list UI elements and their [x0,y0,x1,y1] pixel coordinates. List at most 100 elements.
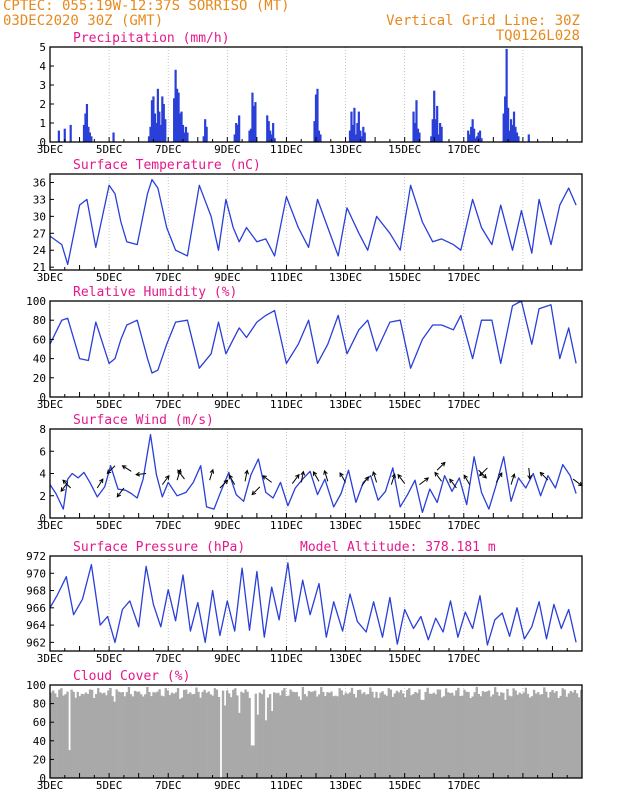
cloud-bar [193,693,196,778]
cloud-bar [520,693,523,778]
wind-arrow [419,477,429,486]
cloud-bar [541,694,544,778]
precip-bar [152,96,155,142]
x-tick-label: 5DEC [96,779,123,792]
precip-bar [248,130,251,142]
cloud-bar [146,687,149,778]
cloud-bar [289,689,292,778]
panel-4: Surface Wind (m/s) 0 2 4 6 8 3DEC 5DEC 7DEC 9DEC 1… [37,413,583,532]
cloud-bar [498,695,501,778]
series-line [49,433,577,514]
precip-bar [467,130,470,142]
precip-bar [527,134,530,142]
precip-bar [159,124,162,142]
cloud-bar [446,692,450,778]
y-tick-label: 20 [33,372,46,385]
cloud-bar [189,692,192,778]
cloud-bar [256,714,260,778]
wind-arrow [434,472,443,482]
wind-arrow [436,462,446,471]
y-tick-label: 33 [33,193,46,206]
wind-arrow-head [539,471,545,477]
cloud-bar [199,697,202,778]
precip-bar [359,130,362,142]
cloud-bar [174,692,178,778]
cloud-bar [125,692,129,778]
wind-arrow [313,471,320,482]
wind-arrow [300,471,304,483]
wind-arrow-head [251,490,257,496]
cloud-bar [459,696,462,778]
cloud-bar [469,698,472,778]
cloud-bar [217,696,221,778]
precip-bar [147,136,151,142]
precip-bar [177,92,180,142]
cloud-bar [95,694,98,778]
wind-arrow [177,469,185,480]
cloud-bar [399,690,403,778]
y-tick-label: 40 [33,353,46,366]
cloud-bar [297,696,300,778]
cloud-bar [260,694,264,778]
cloud-bar [234,688,237,778]
precip-bar [69,124,72,142]
precip-bar [412,111,415,142]
cloud-bar [461,695,464,778]
cloud-bar [113,701,116,778]
y-tick-label: 5 [39,41,46,54]
wind-arrow [161,475,170,485]
cloud-bar [381,691,384,778]
wind-arrow-head [223,479,229,485]
panel-frame [49,173,583,271]
wind-arrow-head [391,473,396,479]
x-tick-label: 13DEC [329,143,362,156]
wind-arrow-head [262,475,267,480]
cloud-bar [160,695,163,778]
cloud-bar [496,691,499,778]
x-tick-label: 17DEC [447,271,480,284]
cloud-bar [473,692,476,778]
cloud-bar [320,687,323,778]
precip-bar [173,98,176,142]
y-tick-label: 962 [26,636,46,649]
cloud-bar [401,693,405,778]
precip-bar [205,126,208,142]
panel-title: Surface Wind (m/s) [73,413,214,428]
precip-bar [436,105,439,142]
x-tick-label: 5DEC [96,271,123,284]
cloud-bar [453,695,456,778]
precip-bar [158,111,161,142]
cloud-bar [373,697,376,778]
cloud-bar [352,693,356,778]
cloud-bar [291,691,294,778]
cloud-bar [150,696,153,778]
cloud-bar [579,689,583,778]
cloud-bar [420,699,423,778]
cloud-bar [129,694,133,778]
precip-bar [515,132,519,142]
cloud-bar [489,696,493,778]
wind-arrow-head [397,473,402,479]
precip-bar [233,134,236,142]
precip-bar [511,124,514,142]
y-tick-label: 4 [39,60,46,73]
wind-arrow-head [478,471,484,477]
precip-bar [437,134,440,142]
cloud-bar [207,691,210,778]
cloud-bar [418,689,421,778]
precip-bar [471,119,474,142]
cloud-bar [246,691,249,778]
cloud-bar [444,688,448,778]
x-tick-label: 15DEC [388,779,421,792]
cloud-bar [383,694,386,778]
precip-bar [480,138,483,142]
wind-arrow-head [498,472,503,478]
cloud-bar [78,696,81,778]
cloud-bar [330,691,333,778]
precip-bar [269,130,272,142]
wind-arrow [122,465,132,472]
wind-arrow [228,475,236,485]
precip-bar [254,102,257,142]
x-tick-label: 7DEC [155,779,182,792]
cloud-bar [131,696,135,778]
